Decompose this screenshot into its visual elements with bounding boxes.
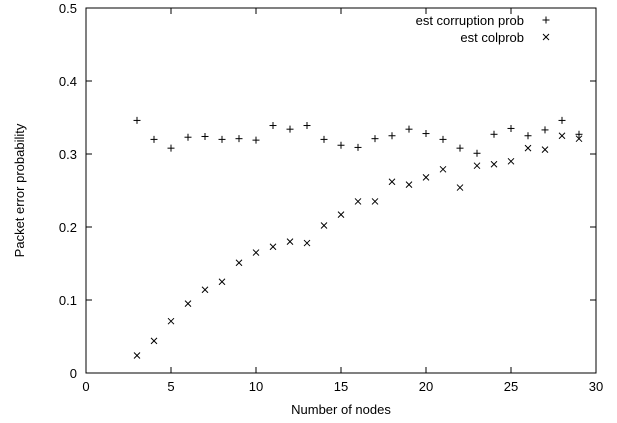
point-colprob: [354, 198, 362, 205]
point-corruption: [405, 125, 413, 133]
point-colprob: [320, 222, 328, 229]
point-corruption: [524, 132, 532, 140]
point-colprob: [150, 337, 158, 345]
point-colprob: [269, 243, 277, 251]
x-tick-label: 0: [82, 379, 89, 394]
point-colprob: [456, 184, 464, 191]
point-corruption: [286, 125, 294, 133]
x-tick-label: 25: [504, 379, 518, 394]
point-colprob: [575, 135, 583, 143]
legend-marker-plus: [542, 16, 550, 24]
point-corruption: [371, 135, 379, 143]
point-colprob: [303, 239, 311, 247]
plot-frame: [85, 7, 597, 374]
y-axis-label: Packet error probability: [12, 123, 27, 257]
point-corruption: [439, 135, 447, 143]
point-colprob: [371, 198, 379, 205]
x-tick-label: 15: [334, 379, 348, 394]
point-corruption: [252, 136, 260, 144]
point-colprob: [388, 178, 396, 186]
y-tick-label: 0.1: [59, 293, 77, 308]
legend-plus-icon: [542, 16, 550, 24]
point-colprob: [541, 146, 549, 153]
x-tick-label: 5: [167, 379, 174, 394]
y-tick-label: 0.3: [59, 147, 77, 162]
point-corruption: [303, 122, 311, 130]
point-colprob: [133, 352, 141, 359]
axis-ticks: 0 5 10 15 20 25 30 0 0.1 0.2 0.3 0.4 0.5: [59, 1, 603, 394]
point-colprob: [507, 157, 515, 165]
point-corruption: [575, 130, 583, 138]
x-tick-label: 20: [419, 379, 433, 394]
point-corruption: [201, 132, 209, 140]
point-colprob: [558, 132, 566, 140]
y-tick-label: 0.4: [59, 74, 77, 89]
point-colprob: [422, 174, 430, 181]
point-corruption: [473, 149, 481, 157]
x-axis-label: Number of nodes: [291, 402, 391, 417]
point-corruption: [320, 135, 328, 143]
point-corruption: [167, 144, 175, 152]
point-colprob: [167, 317, 175, 325]
point-corruption: [490, 130, 498, 138]
legend-cross-icon: [542, 33, 550, 41]
point-colprob: [252, 249, 260, 256]
x-tick-label: 30: [589, 379, 603, 394]
point-corruption: [541, 126, 549, 134]
point-corruption: [235, 135, 243, 143]
point-colprob: [405, 181, 413, 189]
point-corruption: [558, 116, 566, 124]
point-corruption: [354, 143, 362, 151]
legend-label-colprob: est colprob: [460, 30, 524, 45]
point-colprob: [337, 211, 345, 218]
point-colprob: [201, 286, 209, 294]
point-corruption: [150, 135, 158, 143]
y-tick-label: 0.5: [59, 1, 77, 16]
point-corruption: [218, 135, 226, 143]
point-corruption: [507, 124, 515, 132]
data-points: [133, 116, 583, 359]
point-colprob: [473, 162, 481, 170]
legend-label-corruption: est corruption prob: [416, 13, 524, 28]
point-colprob: [286, 238, 294, 245]
point-colprob: [524, 144, 532, 152]
point-colprob: [439, 165, 447, 173]
point-colprob: [235, 259, 243, 267]
point-corruption: [422, 130, 430, 138]
legend-marker-cross: [542, 33, 550, 41]
point-corruption: [133, 116, 141, 124]
point-corruption: [184, 133, 192, 141]
y-tick-label: 0.2: [59, 220, 77, 235]
point-colprob: [490, 160, 498, 168]
point-colprob: [184, 300, 192, 308]
point-corruption: [456, 144, 464, 152]
x-tick-label: 10: [249, 379, 263, 394]
y-tick-label: 0: [70, 366, 77, 381]
point-corruption: [337, 141, 345, 149]
point-corruption: [388, 132, 396, 140]
point-colprob: [218, 278, 226, 286]
legend: est corruption prob est colprob: [416, 13, 550, 45]
point-corruption: [269, 122, 277, 130]
